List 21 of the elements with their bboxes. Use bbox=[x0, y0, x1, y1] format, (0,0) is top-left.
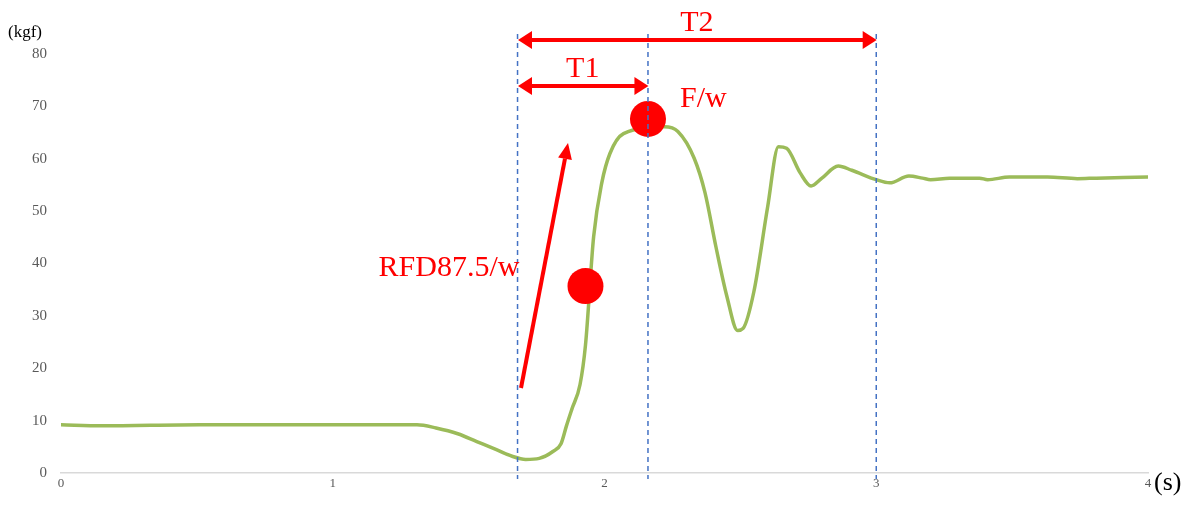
y-tick-label: 50 bbox=[32, 202, 47, 219]
y-tick-label: 0 bbox=[39, 463, 47, 480]
y-axis-title: (kgf) bbox=[8, 22, 42, 42]
y-tick-label: 70 bbox=[32, 97, 47, 114]
y-tick-label: 60 bbox=[32, 149, 47, 166]
x-tick-label: 3 bbox=[873, 475, 880, 491]
y-tick-label: 80 bbox=[32, 44, 47, 61]
x-tick-label: 2 bbox=[601, 475, 608, 491]
annotation: T1 bbox=[566, 50, 600, 83]
y-tick-label: 10 bbox=[32, 411, 47, 428]
line-series bbox=[61, 125, 1148, 462]
annotation: F/w bbox=[679, 79, 727, 113]
x-axis-title: (s) bbox=[1154, 467, 1182, 497]
y-tick-label: 20 bbox=[32, 359, 47, 376]
y-tick-label: 30 bbox=[32, 306, 47, 323]
x-tick-label: 0 bbox=[57, 475, 65, 491]
text: T2 bbox=[680, 4, 714, 37]
x-tick-label: 1 bbox=[329, 475, 336, 491]
y-tick-label: 40 bbox=[32, 254, 47, 271]
annotation: RFD87.5/w bbox=[378, 249, 520, 283]
x-tick-label: 4 bbox=[1144, 475, 1152, 491]
